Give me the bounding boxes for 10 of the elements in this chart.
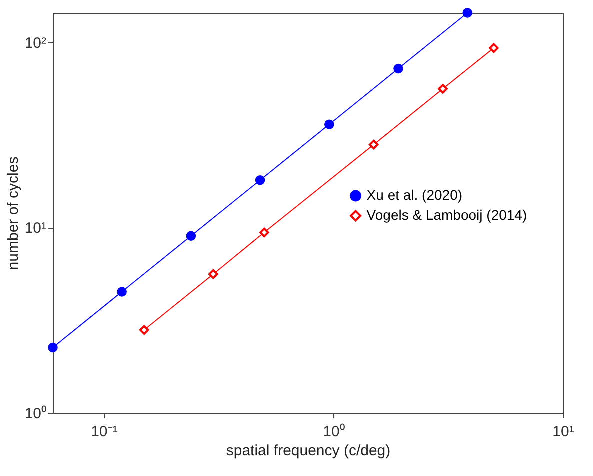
x-axis-title: spatial frequency (c/deg)	[226, 442, 391, 460]
legend-label: Xu et al. (2020)	[366, 187, 463, 203]
y-tick-label: 10¹	[24, 220, 46, 238]
y-axis-title: number of cycles	[4, 156, 22, 270]
legend-label: Vogels & Lambooij (2014)	[366, 207, 528, 223]
x-tick-label: 10¹	[552, 424, 574, 440]
y-tick-label: 10²	[24, 34, 46, 52]
x-tick-label: 10⁻¹	[91, 424, 118, 440]
x-tick-label: 10⁰	[323, 424, 345, 440]
y-tick-label: 10⁰	[24, 406, 46, 422]
